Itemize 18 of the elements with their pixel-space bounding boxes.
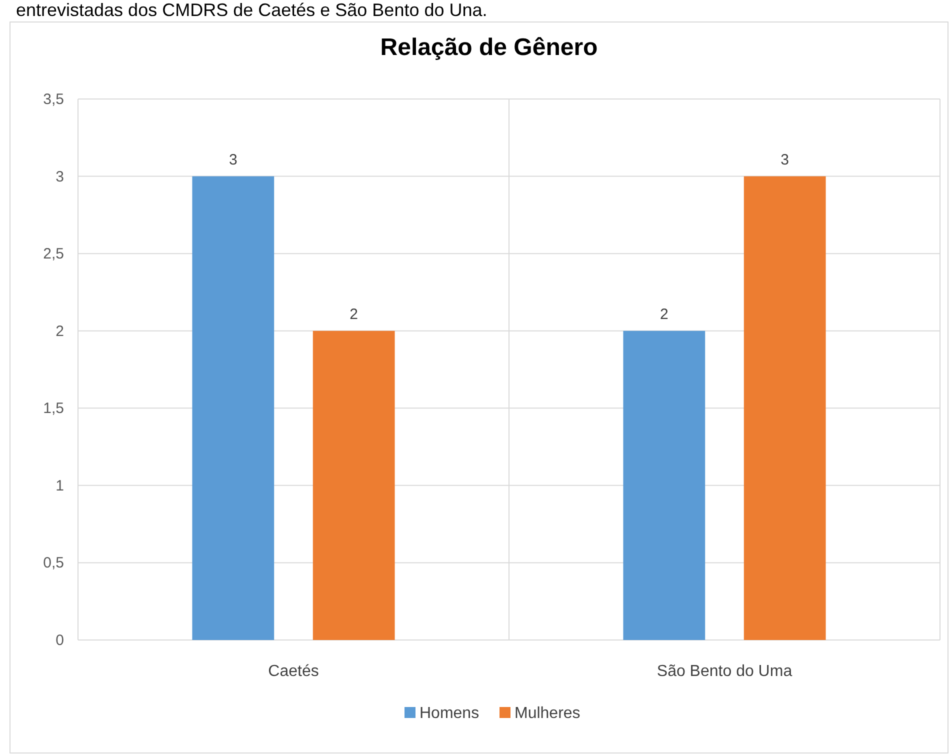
legend-label: Mulheres — [514, 705, 580, 722]
data-label: 3 — [228, 151, 238, 168]
chart-title: Relação de Gênero — [380, 34, 598, 61]
x-tick-label: Caetés — [268, 663, 319, 680]
x-tick-label: São Bento do Uma — [656, 663, 792, 680]
legend-label: Homens — [420, 705, 480, 722]
y-tick-label: 0 — [56, 632, 64, 649]
text: entrevistadas dos CMDRS de Caetés e São Bento do Una. — [16, 0, 488, 20]
y-tick-label: 0,5 — [43, 554, 64, 572]
y-tick-label: 3,5 — [43, 91, 64, 108]
data-label: 2 — [660, 306, 668, 323]
y-tick-label: 1 — [56, 477, 64, 494]
y-tick-label: 2 — [56, 322, 64, 340]
y-tick-label: 2,5 — [43, 246, 64, 263]
y-tick-label: 3 — [56, 168, 64, 186]
data-label: 2 — [350, 306, 358, 323]
y-tick-label: 1,5 — [43, 400, 64, 418]
data-label: 3 — [780, 151, 790, 168]
